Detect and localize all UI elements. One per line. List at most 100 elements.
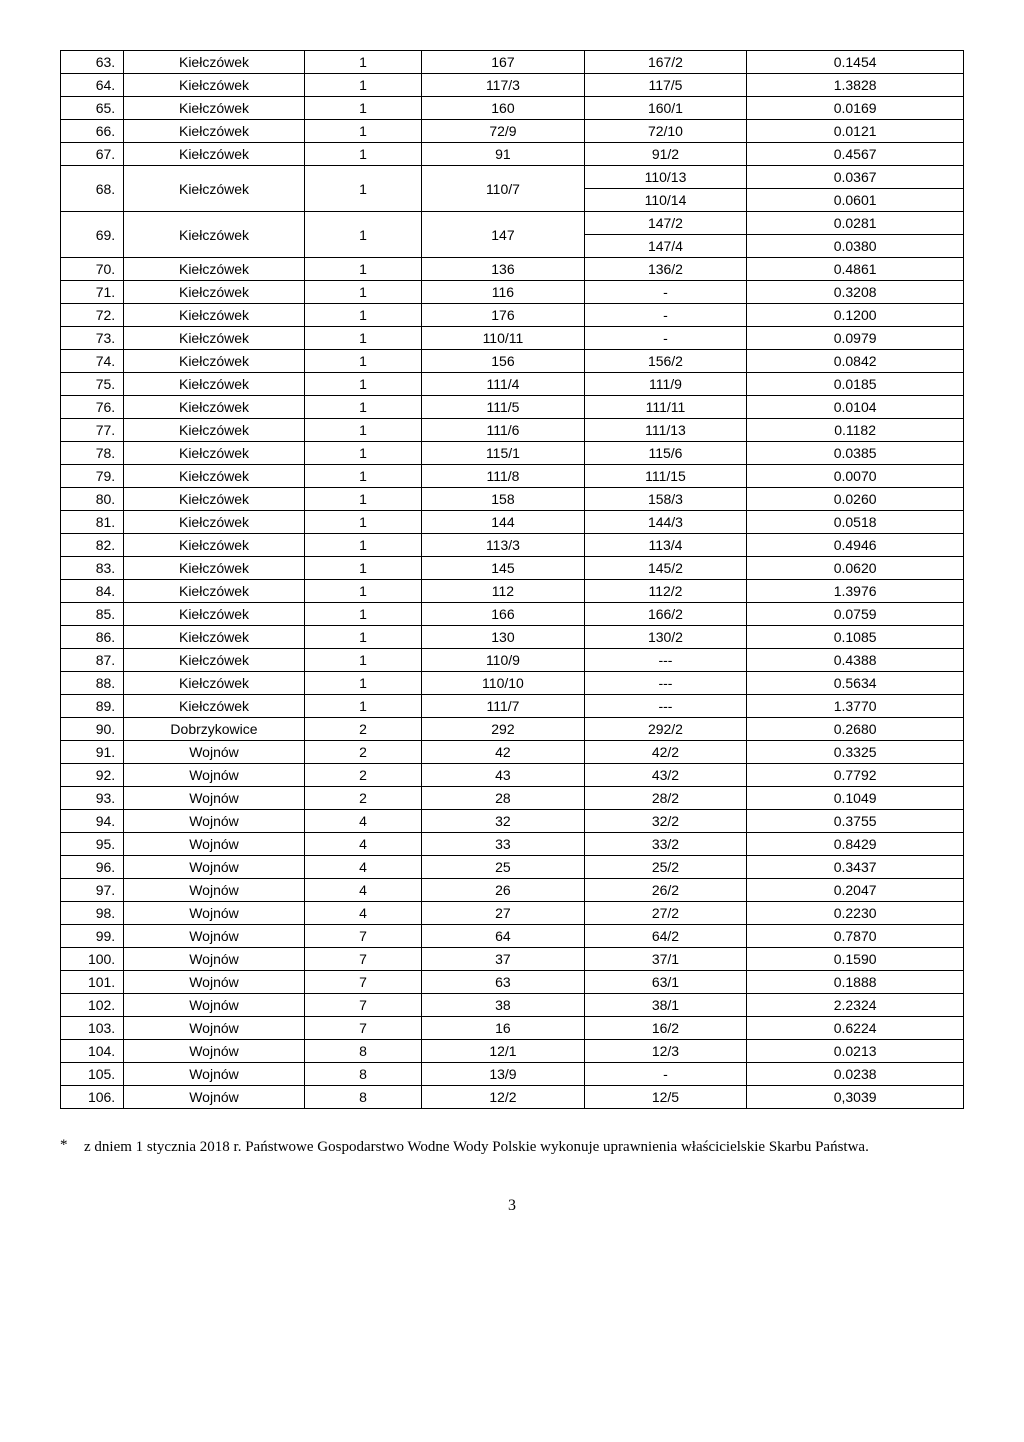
table-row: 101.Wojnów76363/10.1888: [61, 971, 964, 994]
table-cell: 144: [422, 511, 585, 534]
table-row: 69.Kiełczówek1147147/20.0281: [61, 212, 964, 235]
table-row: 72.Kiełczówek1176-0.1200: [61, 304, 964, 327]
table-cell: 1: [304, 442, 421, 465]
table-cell: Wojnów: [124, 741, 305, 764]
table-cell: 0.0367: [747, 166, 964, 189]
table-cell: 43/2: [584, 764, 747, 787]
table-cell: 111/13: [584, 419, 747, 442]
table-cell: 160: [422, 97, 585, 120]
table-cell: 111/5: [422, 396, 585, 419]
table-cell: 1: [304, 373, 421, 396]
table-cell: 68.: [61, 166, 124, 212]
table-cell: 0.0169: [747, 97, 964, 120]
table-cell: 2: [304, 787, 421, 810]
table-cell: 0.0979: [747, 327, 964, 350]
table-row: 87.Kiełczówek1110/9---0.4388: [61, 649, 964, 672]
table-cell: 110/9: [422, 649, 585, 672]
table-cell: 4: [304, 833, 421, 856]
table-cell: 145: [422, 557, 585, 580]
table-cell: 1.3828: [747, 74, 964, 97]
table-cell: 38/1: [584, 994, 747, 1017]
table-cell: 111/8: [422, 465, 585, 488]
table-cell: 0.1590: [747, 948, 964, 971]
table-cell: 76.: [61, 396, 124, 419]
table-row: 74.Kiełczówek1156156/20.0842: [61, 350, 964, 373]
table-row: 102.Wojnów73838/12.2324: [61, 994, 964, 1017]
table-cell: 0.3208: [747, 281, 964, 304]
table-cell: Kiełczówek: [124, 74, 305, 97]
table-cell: 111/7: [422, 695, 585, 718]
table-cell: 33/2: [584, 833, 747, 856]
table-cell: 1: [304, 419, 421, 442]
table-cell: Wojnów: [124, 787, 305, 810]
table-cell: 42: [422, 741, 585, 764]
table-cell: 0.2230: [747, 902, 964, 925]
table-cell: 2.2324: [747, 994, 964, 1017]
table-cell: 7: [304, 971, 421, 994]
table-cell: ---: [584, 649, 747, 672]
table-row: 70.Kiełczówek1136136/20.4861: [61, 258, 964, 281]
table-cell: Wojnów: [124, 1017, 305, 1040]
table-cell: 73.: [61, 327, 124, 350]
table-cell: 25/2: [584, 856, 747, 879]
table-cell: Kiełczówek: [124, 534, 305, 557]
table-cell: Dobrzykowice: [124, 718, 305, 741]
table-cell: 12/3: [584, 1040, 747, 1063]
table-cell: 101.: [61, 971, 124, 994]
table-row: 73.Kiełczówek1110/11-0.0979: [61, 327, 964, 350]
table-cell: 1: [304, 534, 421, 557]
table-cell: 111/15: [584, 465, 747, 488]
table-cell: 0.1049: [747, 787, 964, 810]
table-cell: Wojnów: [124, 810, 305, 833]
table-cell: -: [584, 304, 747, 327]
table-cell: 1: [304, 580, 421, 603]
table-cell: 112: [422, 580, 585, 603]
table-row: 65.Kiełczówek1160160/10.0169: [61, 97, 964, 120]
table-cell: 4: [304, 810, 421, 833]
table-cell: 78.: [61, 442, 124, 465]
table-row: 78.Kiełczówek1115/1115/60.0385: [61, 442, 964, 465]
table-cell: 27: [422, 902, 585, 925]
table-cell: 147/2: [584, 212, 747, 235]
table-cell: 112/2: [584, 580, 747, 603]
table-cell: 16/2: [584, 1017, 747, 1040]
table-cell: 38: [422, 994, 585, 1017]
table-cell: 26: [422, 879, 585, 902]
table-cell: 85.: [61, 603, 124, 626]
table-cell: 0.8429: [747, 833, 964, 856]
table-row: 79.Kiełczówek1111/8111/150.0070: [61, 465, 964, 488]
table-cell: 1: [304, 649, 421, 672]
table-cell: 1: [304, 120, 421, 143]
table-cell: 292/2: [584, 718, 747, 741]
table-cell: 0.4388: [747, 649, 964, 672]
table-cell: 144/3: [584, 511, 747, 534]
table-cell: 87.: [61, 649, 124, 672]
table-cell: Kiełczówek: [124, 580, 305, 603]
table-cell: ---: [584, 672, 747, 695]
table-cell: 136: [422, 258, 585, 281]
table-cell: 1: [304, 396, 421, 419]
table-cell: 70.: [61, 258, 124, 281]
table-cell: Kiełczówek: [124, 557, 305, 580]
table-cell: 4: [304, 879, 421, 902]
data-table: 63.Kiełczówek1167167/20.145464.Kiełczówe…: [60, 50, 964, 1109]
table-cell: Kiełczówek: [124, 603, 305, 626]
table-cell: 130: [422, 626, 585, 649]
table-cell: 86.: [61, 626, 124, 649]
table-cell: 93.: [61, 787, 124, 810]
table-cell: 28/2: [584, 787, 747, 810]
table-cell: Kiełczówek: [124, 649, 305, 672]
table-cell: 113/3: [422, 534, 585, 557]
table-cell: 97.: [61, 879, 124, 902]
table-cell: 90.: [61, 718, 124, 741]
table-cell: 0.5634: [747, 672, 964, 695]
table-cell: Wojnów: [124, 971, 305, 994]
table-cell: 102.: [61, 994, 124, 1017]
table-cell: Kiełczówek: [124, 626, 305, 649]
table-cell: 92.: [61, 764, 124, 787]
table-cell: -: [584, 327, 747, 350]
table-cell: 1: [304, 258, 421, 281]
table-cell: 0,3039: [747, 1086, 964, 1109]
table-cell: 156: [422, 350, 585, 373]
table-cell: 91: [422, 143, 585, 166]
